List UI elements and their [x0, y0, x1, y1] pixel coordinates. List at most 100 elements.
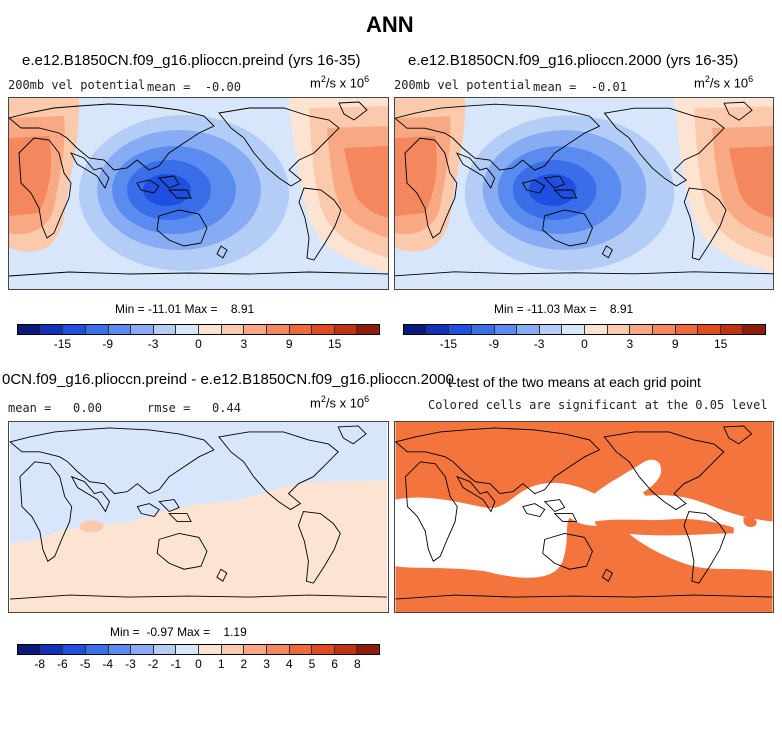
coastline-path [218, 107, 340, 187]
colorbar-difference-swatch [312, 645, 335, 654]
coastline-path [404, 137, 458, 239]
colorbar-2000-swatch [426, 325, 450, 334]
panel-title-difference: 0CN.f09_g16.plioccn.preind - e.e12.B1850… [2, 371, 454, 388]
coastline-path [136, 503, 160, 518]
colorbar-ticks-difference: -8 -6 -5 -4 -3 -2 -1 0 1 2 3 4 5 6 8 [17, 657, 378, 671]
mean-label-2000: mean = -0.01 [533, 80, 627, 94]
colorbar-difference-swatch [289, 645, 313, 654]
max-value-difference: 1.19 [223, 625, 247, 639]
colorbar-2000-swatch [539, 325, 563, 334]
colorbar-difference-tick-label: 3 [263, 657, 270, 671]
colorbar-preind-swatch [40, 325, 64, 334]
coastline-path [522, 503, 546, 518]
colorbar-preind-tick-label: -3 [147, 337, 159, 351]
coastline-path [723, 101, 753, 121]
colorbar-difference-tick-label: 5 [308, 657, 316, 671]
coastline-path [683, 511, 727, 584]
colorbar-preind-swatch [289, 325, 313, 334]
coastline-path [603, 107, 725, 187]
coastline-path [297, 511, 341, 584]
coastline-path [216, 568, 228, 582]
coastline-path [218, 431, 339, 511]
minmax-preind: Min = -11.01 Max = 8.91 [115, 302, 255, 316]
colorbar-difference-tick-label: 1 [217, 657, 225, 671]
mean-label-preind: mean = -0.00 [147, 80, 241, 94]
coastline-path [337, 425, 367, 445]
mean-value-difference: 0.00 [73, 401, 102, 415]
coastline-path [167, 189, 192, 199]
colorbar-preind-swatch [334, 325, 358, 334]
figure-title: ANN [366, 12, 414, 37]
colorbar-2000-tick-label: 3 [626, 337, 634, 351]
colorbar-difference-swatch [199, 645, 222, 654]
coastline-path [395, 103, 601, 171]
vel-potential-field-2000 [395, 98, 773, 289]
significance-field [395, 422, 773, 612]
rmse-label-difference: rmse = 0.44 [147, 401, 241, 415]
panel-title-ttest: t-test of the two means at each grid poi… [448, 374, 701, 390]
colorbar-preind-tick-label: 15 [327, 337, 342, 351]
colorbar-difference-tick-label: -5 [79, 657, 91, 671]
colorbar-2000-swatch [585, 325, 608, 334]
colorbar-preind-swatch [221, 325, 245, 334]
coastline-outline [395, 425, 773, 600]
map-2000 [394, 97, 774, 290]
coastline-path [156, 532, 208, 570]
coastline-path [553, 189, 578, 199]
colorbar-difference-swatch [85, 645, 109, 654]
coastline-path [542, 209, 593, 247]
difference-field [9, 422, 388, 612]
colorbar-preind-swatch [176, 325, 199, 334]
colorbar-2000-tick-label: 0 [581, 337, 588, 351]
minmax-2000: Min = -11.03 Max = 8.91 [494, 302, 634, 316]
colorbar-2000-swatch [630, 325, 653, 334]
colorbar-ticks-preind: -15 -9 -3 0 3 9 15 [17, 337, 378, 351]
max-value-preind: 8.91 [230, 302, 255, 316]
colorbar-difference-tick-label: -4 [102, 657, 114, 671]
coastline-outline [395, 101, 773, 277]
minmax-difference: Min = -0.97 Max = 1.19 [110, 625, 247, 639]
colorbar-difference-swatch [334, 645, 358, 654]
rmse-value-difference: 0.44 [212, 401, 241, 415]
coastline-path [136, 179, 160, 194]
colorbar-difference-swatch [153, 645, 177, 654]
colorbar-2000-tick-label: 15 [713, 337, 728, 351]
colorbar-preind-swatch [108, 325, 132, 334]
ttest-subtitle: Colored cells are significant at the 0.0… [428, 398, 768, 412]
coastline-path [19, 461, 73, 562]
colorbar-difference-tick-label: -3 [125, 657, 136, 671]
coastline-path [158, 499, 180, 513]
colorbar-difference-tick-label: -8 [34, 657, 46, 671]
coastline-path [543, 175, 566, 189]
variable-label-2000: 200mb vel potential [394, 78, 532, 92]
colorbar-difference-tick-label: -6 [57, 657, 68, 671]
colorbar-preind-swatch [199, 325, 222, 334]
colorbar-2000-tick-label: 9 [671, 337, 679, 351]
colorbar-preind-swatch [312, 325, 335, 334]
colorbar-2000-swatch [720, 325, 744, 334]
units-2000: m2/s x 106 [694, 74, 754, 91]
coastline-path [553, 513, 578, 522]
coastline-path [9, 594, 388, 600]
coastline-outline [9, 425, 388, 600]
coastline-path [543, 499, 566, 513]
colorbar-2000-swatch [743, 325, 765, 334]
coastline-path [9, 271, 388, 277]
coastline-path [9, 103, 215, 171]
coastline-path [168, 513, 192, 522]
colorbar-2000-tick-label: -15 [439, 337, 458, 351]
coastline-path [404, 461, 458, 562]
map-difference [8, 421, 389, 613]
mean-value-2000: -0.01 [590, 80, 627, 94]
coastline-path [9, 427, 215, 495]
colorbar-difference-tick-label: -1 [170, 657, 182, 671]
coastline-path [395, 594, 773, 600]
colorbar-2000-swatch [652, 325, 676, 334]
colorbar-preind-swatch [153, 325, 177, 334]
coastline-path [521, 179, 546, 194]
mean-value-preind: -0.00 [204, 80, 241, 94]
coastline-path [18, 137, 72, 239]
colorbar-difference-tick-label: -2 [147, 657, 159, 671]
colorbar-2000-swatch [698, 325, 721, 334]
colorbar-2000-swatch [607, 325, 631, 334]
